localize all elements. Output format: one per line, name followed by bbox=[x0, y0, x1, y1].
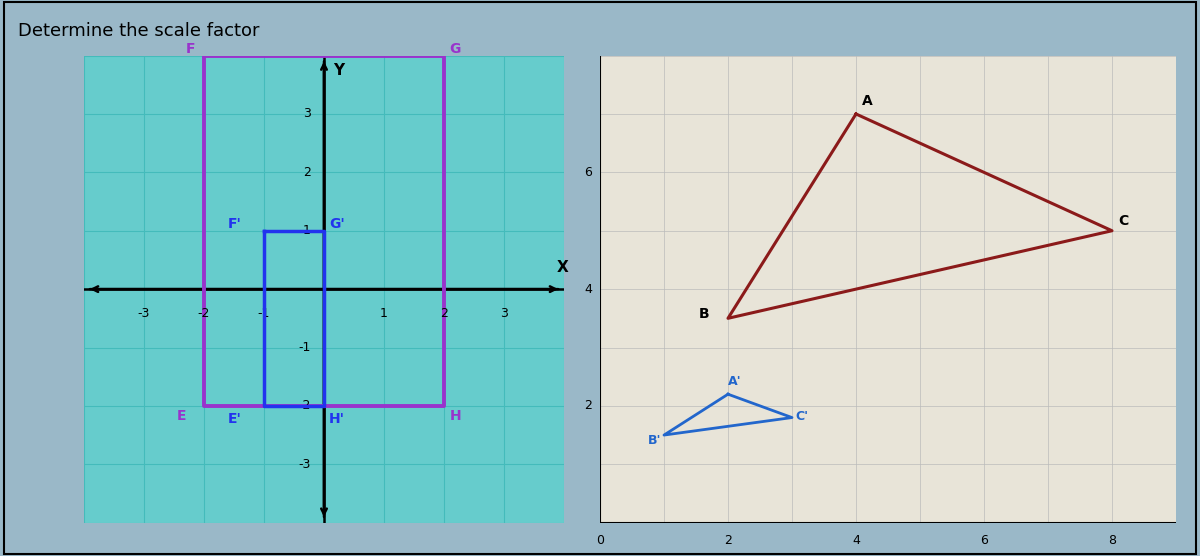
Text: 8: 8 bbox=[1108, 534, 1116, 547]
Text: -2: -2 bbox=[198, 307, 210, 320]
Text: Y: Y bbox=[334, 63, 344, 78]
Text: A: A bbox=[863, 94, 874, 108]
Text: -2: -2 bbox=[299, 399, 311, 413]
Text: B: B bbox=[700, 307, 710, 321]
Text: 2: 2 bbox=[584, 399, 593, 413]
Text: 6: 6 bbox=[980, 534, 988, 547]
Text: 6: 6 bbox=[584, 166, 593, 179]
Text: 0: 0 bbox=[596, 534, 604, 547]
Text: 3: 3 bbox=[302, 107, 311, 121]
Text: 2: 2 bbox=[440, 307, 448, 320]
Text: B': B' bbox=[648, 434, 661, 447]
Text: F: F bbox=[186, 42, 196, 56]
Text: G': G' bbox=[329, 217, 344, 231]
Text: C': C' bbox=[796, 410, 809, 424]
Text: -1: -1 bbox=[299, 341, 311, 354]
Text: G: G bbox=[449, 42, 460, 56]
Text: 4: 4 bbox=[852, 534, 860, 547]
Text: 2: 2 bbox=[302, 166, 311, 179]
Text: E: E bbox=[178, 409, 186, 424]
Text: C: C bbox=[1118, 214, 1129, 228]
Text: A': A' bbox=[728, 375, 742, 389]
Text: 1: 1 bbox=[380, 307, 388, 320]
Text: -3: -3 bbox=[138, 307, 150, 320]
Text: Determine the scale factor: Determine the scale factor bbox=[18, 22, 259, 40]
Text: H: H bbox=[450, 409, 462, 424]
Text: 3: 3 bbox=[500, 307, 508, 320]
Text: 1: 1 bbox=[302, 224, 311, 237]
Text: E': E' bbox=[228, 413, 242, 426]
Text: H': H' bbox=[329, 413, 344, 426]
Text: -1: -1 bbox=[258, 307, 270, 320]
Text: 2: 2 bbox=[724, 534, 732, 547]
Text: X: X bbox=[557, 260, 569, 275]
Text: -3: -3 bbox=[299, 458, 311, 471]
Text: 4: 4 bbox=[584, 282, 593, 296]
Text: F': F' bbox=[228, 217, 242, 231]
